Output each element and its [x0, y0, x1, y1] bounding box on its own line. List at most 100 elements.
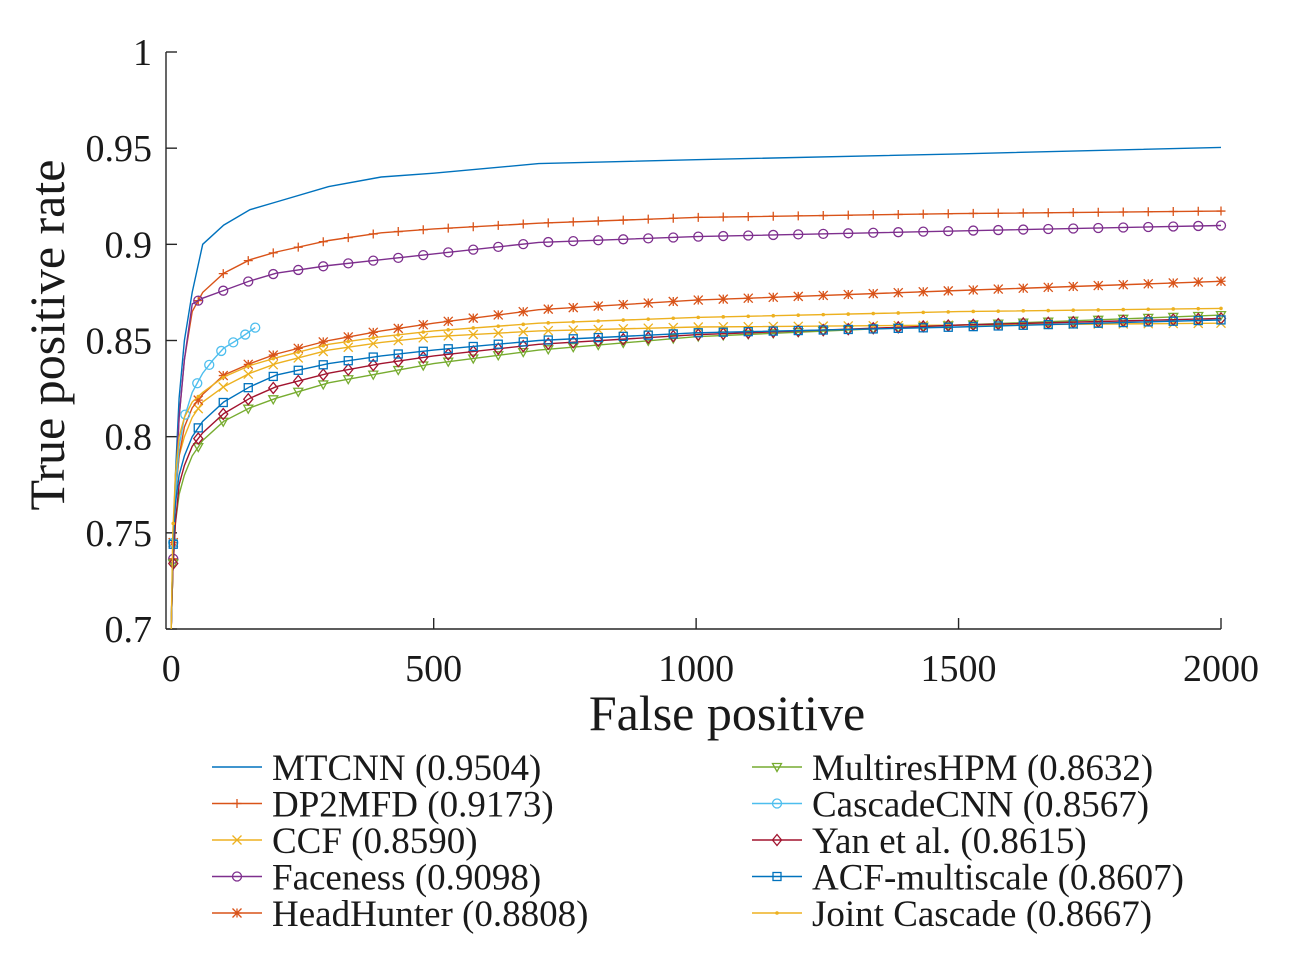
data-point [217, 407, 229, 421]
data-point [318, 360, 328, 370]
data-point [592, 334, 604, 348]
data-point [842, 322, 854, 336]
data-point [468, 329, 479, 340]
data-point [543, 304, 554, 315]
data-point [492, 351, 504, 362]
data-point [1096, 308, 1101, 312]
data-point [896, 311, 901, 315]
data-point [1216, 206, 1226, 216]
data-point [467, 354, 479, 365]
data-point [568, 235, 579, 247]
data-point [1046, 308, 1051, 313]
data-point [493, 241, 504, 253]
data-point [568, 217, 578, 227]
data-point [1168, 221, 1179, 232]
data-point [246, 364, 251, 369]
data-point [218, 382, 229, 392]
data-point [468, 222, 478, 232]
data-point [718, 230, 729, 242]
data-point [1043, 282, 1054, 293]
data-point [1068, 223, 1079, 234]
series-line [170, 146, 1222, 630]
data-point [818, 325, 828, 335]
series-9 [168, 315, 1226, 630]
data-point [893, 227, 904, 238]
legend-item: Faceness (0.9098) [212, 858, 541, 899]
data-point [843, 228, 854, 239]
data-point [196, 394, 201, 399]
data-point [871, 311, 876, 316]
data-point [568, 302, 579, 313]
data-point [668, 296, 679, 307]
data-point [1118, 279, 1129, 290]
data-point [221, 375, 226, 380]
x-tick-label: 1000 [658, 648, 734, 690]
data-point [1118, 222, 1129, 233]
data-point [193, 395, 204, 406]
data-point [342, 363, 354, 377]
data-point [893, 209, 903, 219]
data-point [718, 321, 729, 332]
data-point [296, 350, 301, 354]
data-point [993, 208, 1003, 218]
data-point [596, 319, 601, 323]
data-point [192, 432, 204, 446]
data-point [293, 264, 304, 276]
data-point [1196, 306, 1201, 311]
data-point [1093, 222, 1104, 234]
data-point [771, 313, 776, 318]
data-point [617, 332, 629, 346]
data-point [1146, 307, 1151, 312]
data-point [1143, 207, 1153, 217]
data-point [268, 371, 278, 382]
data-point [271, 356, 276, 361]
data-point [268, 248, 278, 258]
data-point [593, 216, 603, 226]
data-point [943, 322, 953, 332]
data-point [567, 335, 579, 349]
data-point [793, 291, 804, 302]
data-point [993, 321, 1003, 331]
data-point [471, 326, 476, 330]
legend-label: MTCNN (0.9504) [272, 748, 541, 789]
series-6 [167, 310, 1227, 630]
data-point [868, 288, 879, 299]
data-point [668, 232, 679, 243]
legend: MTCNN (0.9504)DP2MFD (0.9173)CCF (0.8590… [212, 748, 1184, 935]
data-point [618, 215, 628, 225]
data-point [668, 213, 678, 223]
legend-item: Joint Cascade (0.8667) [752, 894, 1152, 935]
data-point [743, 293, 754, 304]
data-point [1216, 276, 1226, 287]
data-point [868, 324, 878, 334]
data-point [243, 359, 254, 370]
y-axis-label: True positive rate [19, 160, 75, 511]
data-point [918, 286, 929, 297]
data-point [218, 269, 228, 279]
data-point [668, 329, 678, 339]
legend-item: DP2MFD (0.9173) [212, 785, 554, 826]
data-point [1143, 278, 1154, 289]
data-point [943, 285, 954, 296]
data-point [343, 258, 354, 269]
data-point [1118, 317, 1128, 328]
data-point [521, 322, 526, 327]
data-point [193, 403, 204, 414]
data-point [893, 323, 903, 334]
data-point [842, 325, 854, 336]
data-point [646, 317, 651, 321]
data-point [368, 229, 378, 239]
data-point [743, 212, 753, 222]
data-point [542, 345, 554, 356]
legend-label: ACF-multiscale (0.8607) [812, 858, 1184, 899]
data-point [218, 397, 228, 408]
series-line [170, 322, 1222, 630]
data-point [818, 228, 829, 239]
data-point [643, 233, 654, 244]
legend-item: HeadHunter (0.8808) [212, 894, 588, 935]
data-point [492, 342, 504, 356]
data-point [1193, 206, 1203, 216]
data-point [468, 313, 479, 324]
data-point [943, 209, 953, 219]
